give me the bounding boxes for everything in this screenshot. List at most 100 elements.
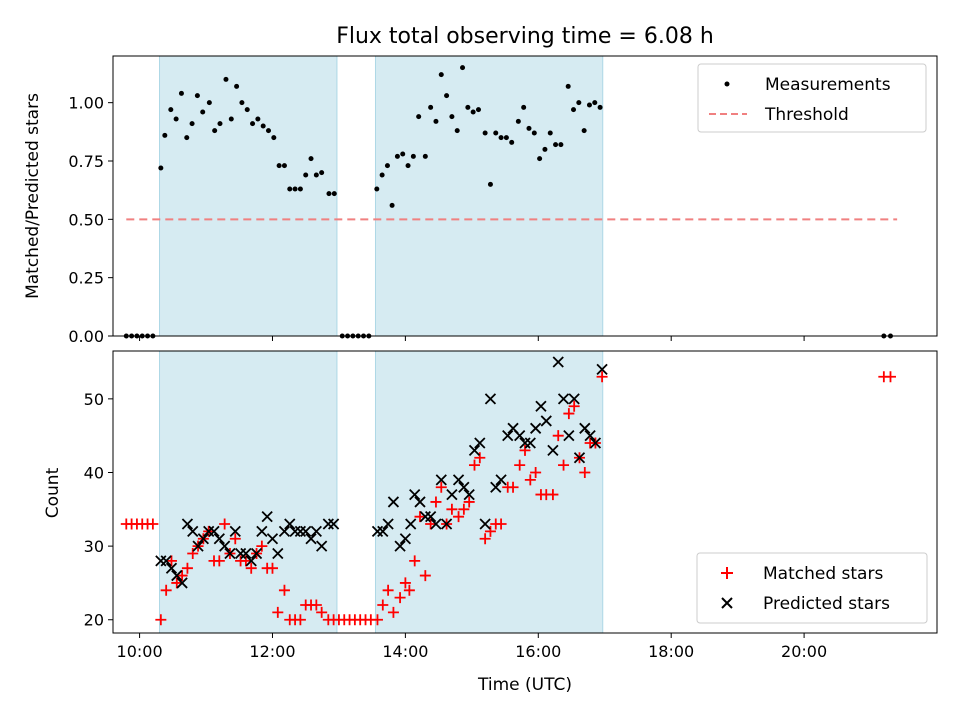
matched-star-point: [399, 577, 411, 589]
measurement-point: [200, 109, 206, 115]
measurement-points: [123, 65, 893, 339]
matched-star-point: [435, 481, 447, 493]
measurement-point: [438, 72, 444, 78]
predicted-star-point: [535, 400, 547, 412]
predicted-star-point: [171, 569, 183, 582]
bottom-legend-box: [696, 552, 928, 624]
measurement-point: [379, 172, 385, 178]
measurement-point: [194, 93, 200, 99]
bottom-observing-windows: [159, 350, 604, 634]
measurement-point: [400, 151, 406, 157]
top-axes-frame: [112, 55, 938, 337]
top-legend-box: [697, 63, 927, 133]
matched-star-point: [458, 503, 470, 515]
measurement-point: [228, 116, 234, 122]
predicted-star-point: [409, 488, 421, 501]
matched-star-point: [568, 400, 580, 412]
measurement-point: [223, 76, 229, 82]
matched-star-point: [419, 570, 431, 582]
measurement-point: [158, 165, 164, 171]
predicted-star-point: [176, 577, 188, 589]
measurement-point: [503, 135, 509, 141]
matched-star-point: [245, 562, 257, 574]
matched-star-point: [171, 577, 183, 589]
x-tick-label: 10:00: [117, 642, 163, 661]
measurement-point: [565, 83, 571, 89]
measurement-point: [592, 100, 598, 106]
matched-star-point: [272, 606, 284, 618]
matched-star-point: [409, 555, 421, 567]
legend-threshold-label: Threshold: [764, 105, 849, 125]
matched-star-point: [596, 371, 608, 383]
observing-window-band: [159, 350, 338, 634]
matched-star-point: [240, 555, 252, 567]
predicted-star-point: [278, 525, 291, 538]
predicted-star-point: [596, 363, 608, 376]
predicted-star-point: [181, 518, 194, 530]
predicted-star-point: [452, 474, 465, 486]
matched-star-point: [371, 614, 383, 626]
matched-star-point: [256, 540, 268, 552]
legend-matched-marker: [721, 567, 733, 579]
predicted-star-point: [584, 430, 596, 442]
predicted-star-point: [557, 393, 570, 405]
measurement-point: [576, 100, 582, 106]
matched-star-point: [558, 459, 570, 471]
predicted-star-point: [399, 533, 412, 545]
bottom-y-ticks: 20 30 40 50: [84, 390, 113, 630]
x-tick-label: 14:00: [382, 642, 428, 661]
predicted-star-point: [387, 496, 400, 508]
measurement-point: [168, 107, 174, 113]
measurement-point: [189, 121, 195, 127]
matched-star-point: [579, 466, 591, 478]
measurement-point: [531, 130, 537, 136]
predicted-star-point: [192, 540, 204, 552]
measurement-point: [416, 114, 422, 120]
bottom-y-axis-label: Count: [43, 467, 63, 518]
predicted-star-point: [208, 525, 220, 538]
measurement-point: [487, 181, 493, 187]
bottom-x-ticks: 10:00 12:00 14:00 16:00 18:00 20:00: [117, 633, 827, 661]
top-y-axis-label: Matched/Predicted stars: [23, 93, 43, 299]
measurement-point: [526, 125, 532, 131]
predicted-star-point: [300, 525, 312, 538]
measurement-point: [493, 130, 499, 136]
predicted-star-point: [524, 437, 536, 449]
measurement-point: [394, 153, 400, 159]
predicted-star-point: [425, 511, 437, 523]
measurement-point: [260, 123, 266, 129]
measurement-point: [597, 104, 603, 110]
predicted-star-point: [474, 437, 486, 449]
predicted-star-point: [327, 518, 340, 530]
matched-star-point: [266, 562, 278, 574]
measurement-point: [558, 142, 564, 148]
predicted-star-point: [187, 525, 199, 538]
measurement-point: [217, 121, 223, 127]
bottom-axes-frame: [112, 350, 938, 634]
matched-star-point: [446, 503, 458, 515]
predicted-star-point: [224, 547, 236, 560]
matched-star-point: [474, 452, 486, 464]
predicted-star-point: [382, 518, 394, 530]
matched-star-point: [425, 518, 437, 530]
measurement-point: [173, 116, 179, 122]
legend-measurements-marker: [724, 81, 730, 87]
predicted-star-point: [589, 437, 602, 449]
legend-predicted-label: Predicted stars: [763, 594, 890, 614]
predicted-star-point: [219, 540, 231, 552]
predicted-star-point: [155, 555, 167, 567]
predicted-star-point: [310, 525, 322, 538]
predicted-star-point: [440, 518, 453, 530]
predicted-star-point: [284, 518, 296, 530]
bottom-legend: Matched stars Predicted stars: [696, 552, 928, 624]
measurement-point: [184, 135, 190, 141]
predicted-star-point: [203, 525, 215, 538]
y-tick-label: 0.00: [68, 327, 104, 346]
predicted-star-point: [552, 356, 564, 368]
measurement-point: [475, 107, 481, 113]
predicted-star-point: [322, 518, 334, 530]
measurement-point: [255, 116, 261, 122]
measurement-point: [297, 186, 303, 192]
measurement-point: [521, 104, 527, 110]
measurement-point: [250, 121, 256, 127]
